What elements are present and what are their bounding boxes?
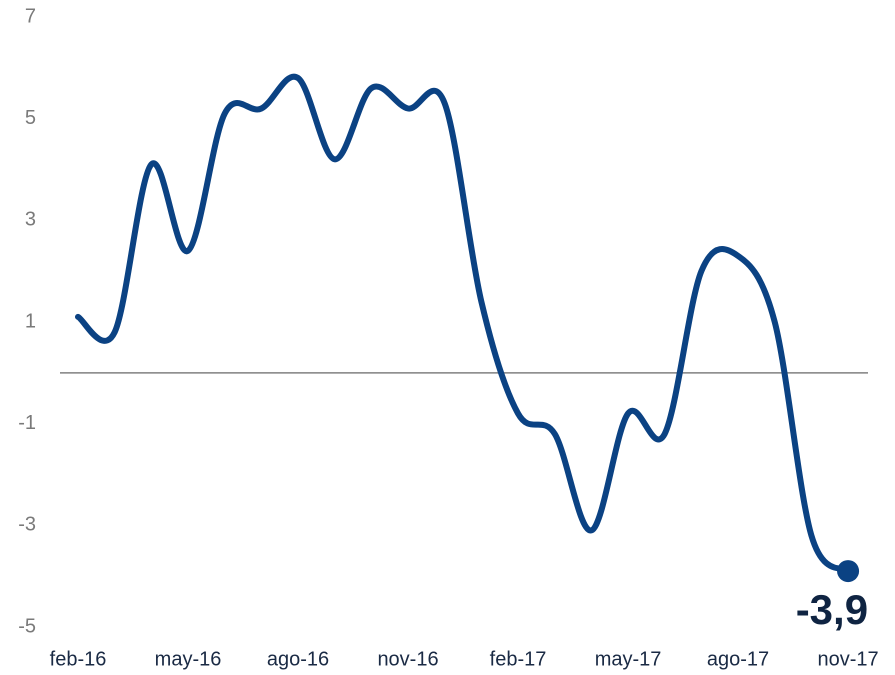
x-tick-label: nov-16 <box>377 648 438 670</box>
line <box>75 73 852 575</box>
x-tick-label: feb-17 <box>490 648 547 670</box>
y-tick-label: 1 <box>25 310 36 332</box>
y-tick-label: -3 <box>18 514 36 536</box>
y-tick-label: -5 <box>18 615 36 637</box>
y-tick-label: 7 <box>25 5 36 27</box>
y-tick-label: 5 <box>25 107 36 129</box>
value-label: -3,9 <box>796 586 868 633</box>
end-marker <box>837 560 860 583</box>
x-tick-label: feb-16 <box>50 648 107 670</box>
x-tick-label: may-16 <box>155 648 222 670</box>
x-tick-label: nov-17 <box>817 648 878 670</box>
y-tick-label: 3 <box>25 209 36 231</box>
x-tick-label: ago-17 <box>707 648 769 670</box>
x-tick-label: ago-16 <box>267 648 329 670</box>
y-tick-label: -1 <box>18 412 36 434</box>
x-tick-label: may-17 <box>595 648 662 670</box>
